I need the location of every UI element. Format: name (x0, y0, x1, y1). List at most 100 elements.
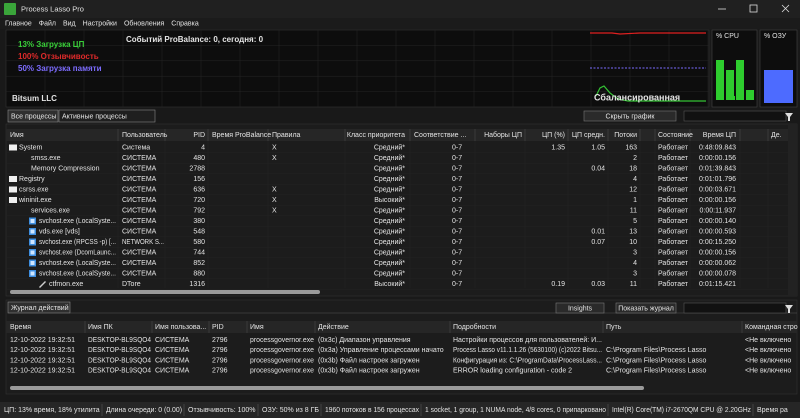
process-name[interactable]: svchost.exe (LocalSyste... (39, 218, 116, 225)
column-header[interactable]: Имя пользова... (155, 324, 206, 331)
menu-item[interactable]: Настройки (83, 19, 117, 27)
menu-item[interactable]: Обновления (124, 19, 165, 27)
process-icon-inner (30, 229, 35, 234)
table-cell: DTore (122, 281, 141, 288)
tab-label[interactable]: Все процессы (11, 113, 56, 120)
log-cell: <Не включено (745, 337, 791, 344)
balance-mode: Сбалансированная (594, 92, 680, 102)
filter-icon[interactable] (785, 113, 793, 121)
hide-graph-button[interactable] (583, 110, 677, 122)
window-title: Process Lasso Pro (21, 4, 84, 13)
menu-item[interactable]: Главное (5, 20, 32, 27)
process-icon-inner (30, 240, 35, 244)
table-cell: СИСТЕМА (122, 186, 157, 193)
column-header[interactable]: Время ЦП (703, 132, 736, 139)
process-name[interactable]: System (19, 144, 43, 151)
column-header[interactable]: ЦП (%) (542, 132, 565, 139)
tab[interactable] (58, 109, 156, 123)
table-cell: Работает (658, 269, 689, 277)
cpu-line (595, 85, 706, 102)
process-name[interactable]: wininit.exe (18, 197, 52, 204)
tab-label[interactable]: Активные процессы (62, 113, 127, 120)
table-cell: Работает (658, 259, 689, 267)
table-cell: 0-7 (452, 228, 462, 235)
table-cell: 0:01:15.421 (699, 281, 736, 288)
log-cell: 12-10-2022 19:32:51 (10, 337, 75, 344)
menu-item[interactable]: Справка (171, 20, 199, 27)
hide-graph-button-label[interactable]: Скрыть график (606, 113, 656, 120)
table-cell: 1316 (189, 281, 205, 288)
process-name[interactable]: vds.exe [vds] (39, 228, 80, 235)
process-icon-inner (30, 250, 35, 255)
table-cell: 0:00:00.140 (699, 218, 736, 225)
table-cell: 12 (629, 186, 637, 193)
table-cell: СИСТЕМА (122, 270, 157, 277)
process-name[interactable]: services.exe (31, 207, 70, 214)
tab[interactable] (7, 109, 59, 123)
close[interactable] (781, 4, 790, 13)
process-name[interactable]: Registry (19, 176, 45, 183)
menu-item[interactable]: Файл (39, 19, 56, 27)
column-header[interactable]: Потоки (614, 132, 637, 139)
column-header[interactable]: Наборы ЦП (484, 131, 522, 139)
table-cell: СИСТЕМА (122, 228, 157, 235)
maximize[interactable] (749, 4, 758, 13)
log-tab-label[interactable]: Журнал действий (11, 304, 69, 312)
column-header[interactable]: Пользователь (122, 132, 168, 139)
column-header[interactable]: Время ProBalance (212, 132, 271, 139)
menu-item[interactable]: Вид (63, 20, 76, 27)
column-header[interactable]: Время (10, 324, 31, 331)
column-header[interactable]: ЦП средн. (572, 132, 605, 139)
insights-button-label[interactable]: Insights (568, 305, 593, 312)
process-name[interactable]: svchost.exe (LocalSyste... (39, 260, 116, 267)
column-header[interactable]: Состояние (658, 132, 693, 139)
column-header[interactable]: Имя (250, 324, 264, 331)
process-icon (9, 197, 17, 203)
table-cell: 1 (633, 197, 637, 204)
process-icon (39, 281, 46, 288)
title-bar (0, 0, 800, 18)
h-scrollbar-thumb[interactable] (10, 290, 320, 294)
show-log-button[interactable] (615, 302, 677, 314)
v-scrollbar[interactable] (788, 124, 797, 296)
filter-input[interactable] (683, 110, 787, 122)
column-header[interactable]: Действие (318, 323, 349, 331)
ram-meter-label: % ОЗУ (764, 33, 787, 40)
process-name[interactable]: svchost.exe (RPCSS -p) [... (39, 239, 116, 246)
log-filter-input[interactable] (683, 302, 787, 314)
column-header[interactable]: Путь (606, 324, 622, 331)
log-h-scrollbar-thumb[interactable] (10, 386, 644, 390)
column-header[interactable]: Подробности (453, 323, 496, 331)
log-cell: C:\Program Files\Process Lasso (606, 347, 706, 354)
table-cell: 4 (633, 176, 637, 183)
process-name[interactable]: csrss.exe (19, 186, 49, 193)
column-header[interactable]: Имя ПК (88, 324, 114, 331)
log-cell: СИСТЕМА (155, 337, 190, 344)
log-filter-icon[interactable] (785, 305, 793, 313)
table-cell: Средний* (374, 238, 405, 246)
process-name[interactable]: ctfmon.exe (49, 281, 83, 288)
process-name[interactable]: smss.exe (31, 155, 61, 162)
column-header[interactable]: PID (193, 132, 205, 139)
log-tab[interactable] (7, 301, 71, 314)
table-cell: 0-7 (452, 155, 462, 162)
column-header[interactable]: Командная стро (745, 324, 798, 331)
log-cell: DESKTOP-BL9SQO4 (88, 337, 151, 344)
column-header[interactable]: Де. (771, 132, 782, 139)
column-header[interactable]: Правила (272, 132, 301, 139)
table-cell: 2788 (189, 165, 205, 172)
process-name[interactable]: svchost.exe (DcomLaunc... (39, 249, 116, 256)
insights-button[interactable] (555, 302, 605, 314)
process-name[interactable]: svchost.exe (LocalSyste... (39, 270, 116, 277)
window-controls[interactable] (718, 4, 790, 13)
log-cell: Process Lasso v11.1.1.26 (5630100) (c)20… (453, 347, 602, 354)
column-header[interactable]: Имя (10, 132, 24, 139)
table-cell: Работает (658, 154, 689, 162)
table-cell: СИСТЕМА (122, 207, 157, 214)
column-header[interactable]: Класс приоритета (347, 132, 405, 139)
table-cell: Средний* (374, 248, 405, 256)
show-log-button-label[interactable]: Показать журнал (618, 305, 674, 312)
column-header[interactable]: Соответствие ... (414, 132, 466, 139)
column-header[interactable]: PID (212, 324, 224, 331)
process-name[interactable]: Memory Compression (31, 165, 100, 172)
